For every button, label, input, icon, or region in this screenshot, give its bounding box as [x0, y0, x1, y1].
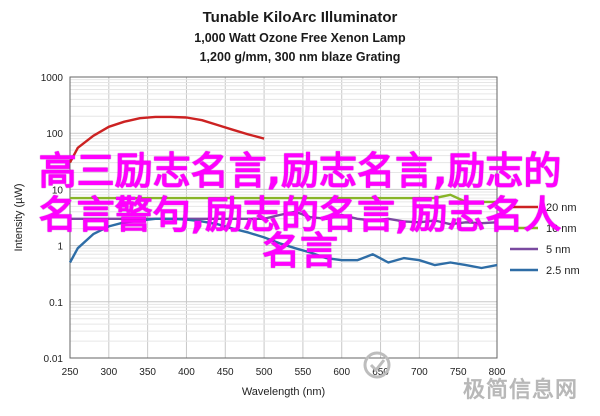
legend-label: 10 nm [546, 223, 577, 235]
x-tick-label: 500 [256, 367, 273, 378]
series-layer [68, 115, 498, 270]
x-tick-label: 700 [411, 367, 428, 378]
plot-area [69, 76, 498, 359]
overlay-text-line-1: 高三励志名言,励志名言,励志的 [38, 149, 562, 193]
legend-label: 20 nm [546, 202, 577, 214]
y-tick-label: 0.1 [49, 298, 63, 309]
x-tick-label: 400 [178, 367, 195, 378]
x-tick-label: 450 [217, 367, 234, 378]
series-line-2 [70, 210, 498, 226]
series-line-1 [70, 193, 497, 204]
legend-label: 5 nm [546, 244, 570, 256]
y-tick-label: 0.01 [44, 354, 64, 365]
axis-ticks: 250 300 350 400 450 500 550 600 650 700 750 800 0.01… [41, 73, 506, 378]
series-line-3 [68, 217, 498, 270]
legend-label: 2.5 nm [546, 265, 580, 277]
x-axis-label: Wavelength (nm) [242, 386, 325, 398]
chart-subtitle-lamp: 1,000 Watt Ozone Free Xenon Lamp [194, 31, 406, 45]
y-tick-label: 1 [57, 242, 63, 253]
chart-title: Tunable KiloArc Illuminator [202, 9, 398, 26]
watermark-logo-icon [363, 351, 391, 379]
series-line-0 [68, 115, 265, 164]
y-tick-label: 100 [46, 129, 63, 140]
x-tick-label: 250 [62, 367, 79, 378]
x-tick-label: 350 [139, 367, 156, 378]
legend: 20 nm 10 nm 5 nm 2.5 nm [510, 202, 580, 277]
y-tick-label: 10 [52, 185, 64, 196]
overlay-text-line-3: 名言 [261, 229, 338, 273]
x-tick-label: 600 [333, 367, 350, 378]
x-tick-label: 750 [450, 367, 467, 378]
x-tick-label: 300 [100, 367, 117, 378]
x-tick-label: 550 [295, 367, 312, 378]
y-axis-label: Intensity (µW) [13, 183, 25, 251]
x-tick-label: 800 [489, 367, 506, 378]
watermark-text: 极简信息网 [462, 378, 578, 403]
chart-subtitle-grating: 1,200 g/mm, 300 nm blaze Grating [199, 50, 401, 64]
y-tick-label: 1000 [41, 73, 64, 84]
x-tick-label: 650 [372, 367, 389, 378]
overlay-text-line-2: 名言警句,励志的名言,励志名人 [38, 193, 562, 237]
